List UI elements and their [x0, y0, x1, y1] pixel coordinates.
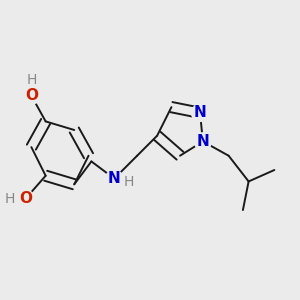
Circle shape	[194, 133, 212, 150]
Circle shape	[106, 170, 123, 187]
Text: H: H	[26, 73, 37, 87]
Text: N: N	[196, 134, 209, 149]
Text: N: N	[108, 171, 121, 186]
Text: O: O	[19, 191, 32, 206]
Text: H: H	[123, 175, 134, 189]
Text: H: H	[5, 192, 15, 206]
Text: O: O	[25, 88, 38, 103]
Circle shape	[17, 190, 34, 207]
Circle shape	[191, 104, 208, 122]
Circle shape	[23, 87, 40, 104]
Text: N: N	[194, 105, 206, 120]
